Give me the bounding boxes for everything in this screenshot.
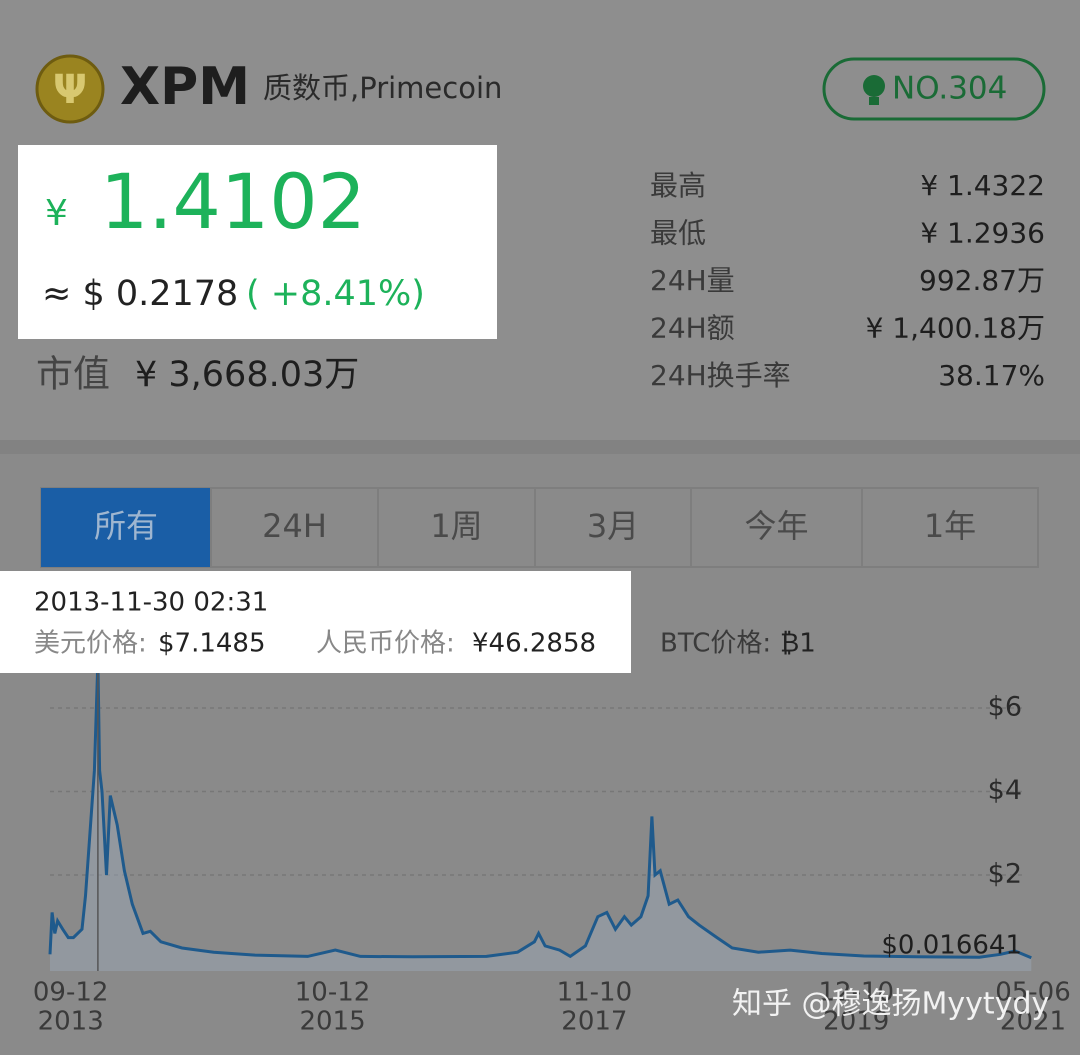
coin-logo [35, 54, 105, 124]
stat-label: 24H额 [650, 312, 735, 345]
stat-value: ¥ 1.4322 [920, 169, 1045, 202]
y-tick-label: $2 [988, 858, 1022, 889]
change: ( +8.41%) [246, 274, 425, 314]
divider [0, 440, 1080, 454]
price-highlight [18, 145, 497, 339]
tooltip-value: ₿1 [780, 629, 816, 659]
tab[interactable]: 1周 [430, 507, 482, 545]
stat-label: 最低 [650, 217, 706, 250]
market-cap-label: 市值 [36, 353, 110, 396]
currency: ¥ [45, 193, 68, 234]
logo-glyph: Ψ [53, 67, 87, 113]
price: 1.4102 [100, 157, 366, 246]
rank-badge[interactable] [822, 57, 1046, 121]
bulb-icon [863, 75, 885, 97]
x-tick-year: 2017 [561, 1007, 627, 1037]
rank: NO.304 [892, 71, 1007, 107]
tooltip-time: 2013-11-30 02:31 [34, 588, 268, 618]
tab[interactable]: 所有 [94, 507, 158, 545]
stat-value: ¥ 1.2936 [920, 217, 1045, 250]
stat-value: ¥ 1,400.18万 [866, 312, 1045, 345]
stat-label: 24H换手率 [650, 359, 791, 392]
x-tick-year: 2021 [1000, 1007, 1066, 1037]
market-cap: ¥ 3,668.03万 [135, 355, 359, 395]
stat-value: 38.17% [938, 359, 1045, 392]
watermark: 知乎 @穆逸扬Myytydy [732, 987, 1049, 1022]
tab[interactable]: 1年 [924, 507, 976, 545]
area [50, 660, 1032, 971]
y-tick-label: $6 [988, 691, 1022, 722]
y-tick-label: $4 [988, 775, 1022, 806]
tab-active-bg [41, 488, 211, 567]
tab[interactable]: 24H [262, 507, 327, 545]
tooltip-label: BTC价格: [660, 629, 771, 659]
x-tick-label: 11-10 [557, 978, 633, 1008]
tooltip-value: $7.1485 [158, 629, 266, 659]
stat-label: 24H量 [650, 264, 735, 297]
value-label: $0.016641 [881, 930, 1022, 960]
bulb-base [869, 97, 879, 105]
x-tick-label: 10-12 [295, 978, 371, 1008]
x-tick-year: 2013 [38, 1007, 104, 1037]
tooltip-value: ¥46.2858 [472, 629, 596, 659]
tab[interactable]: 3月 [587, 507, 639, 545]
tab[interactable]: 今年 [744, 507, 808, 545]
stat-label: 最高 [650, 169, 706, 202]
x-tick-year: 2015 [299, 1007, 365, 1037]
tooltip-box [0, 571, 631, 673]
tooltip-label: 美元价格: [34, 629, 147, 659]
tooltip-label: 人民币价格: [316, 629, 455, 659]
x-tick-label: 05-06 [995, 978, 1071, 1008]
x-tick-year: 2019 [823, 1007, 889, 1037]
x-tick-label: 09-12 [33, 978, 109, 1008]
stat-value: 992.87万 [919, 264, 1045, 297]
x-tick-label: 12-10 [818, 978, 894, 1008]
usd-price: ≈ $ 0.2178 [42, 274, 238, 314]
coin-name: 质数币,Primecoin [263, 71, 502, 105]
symbol: XPM [120, 57, 250, 117]
